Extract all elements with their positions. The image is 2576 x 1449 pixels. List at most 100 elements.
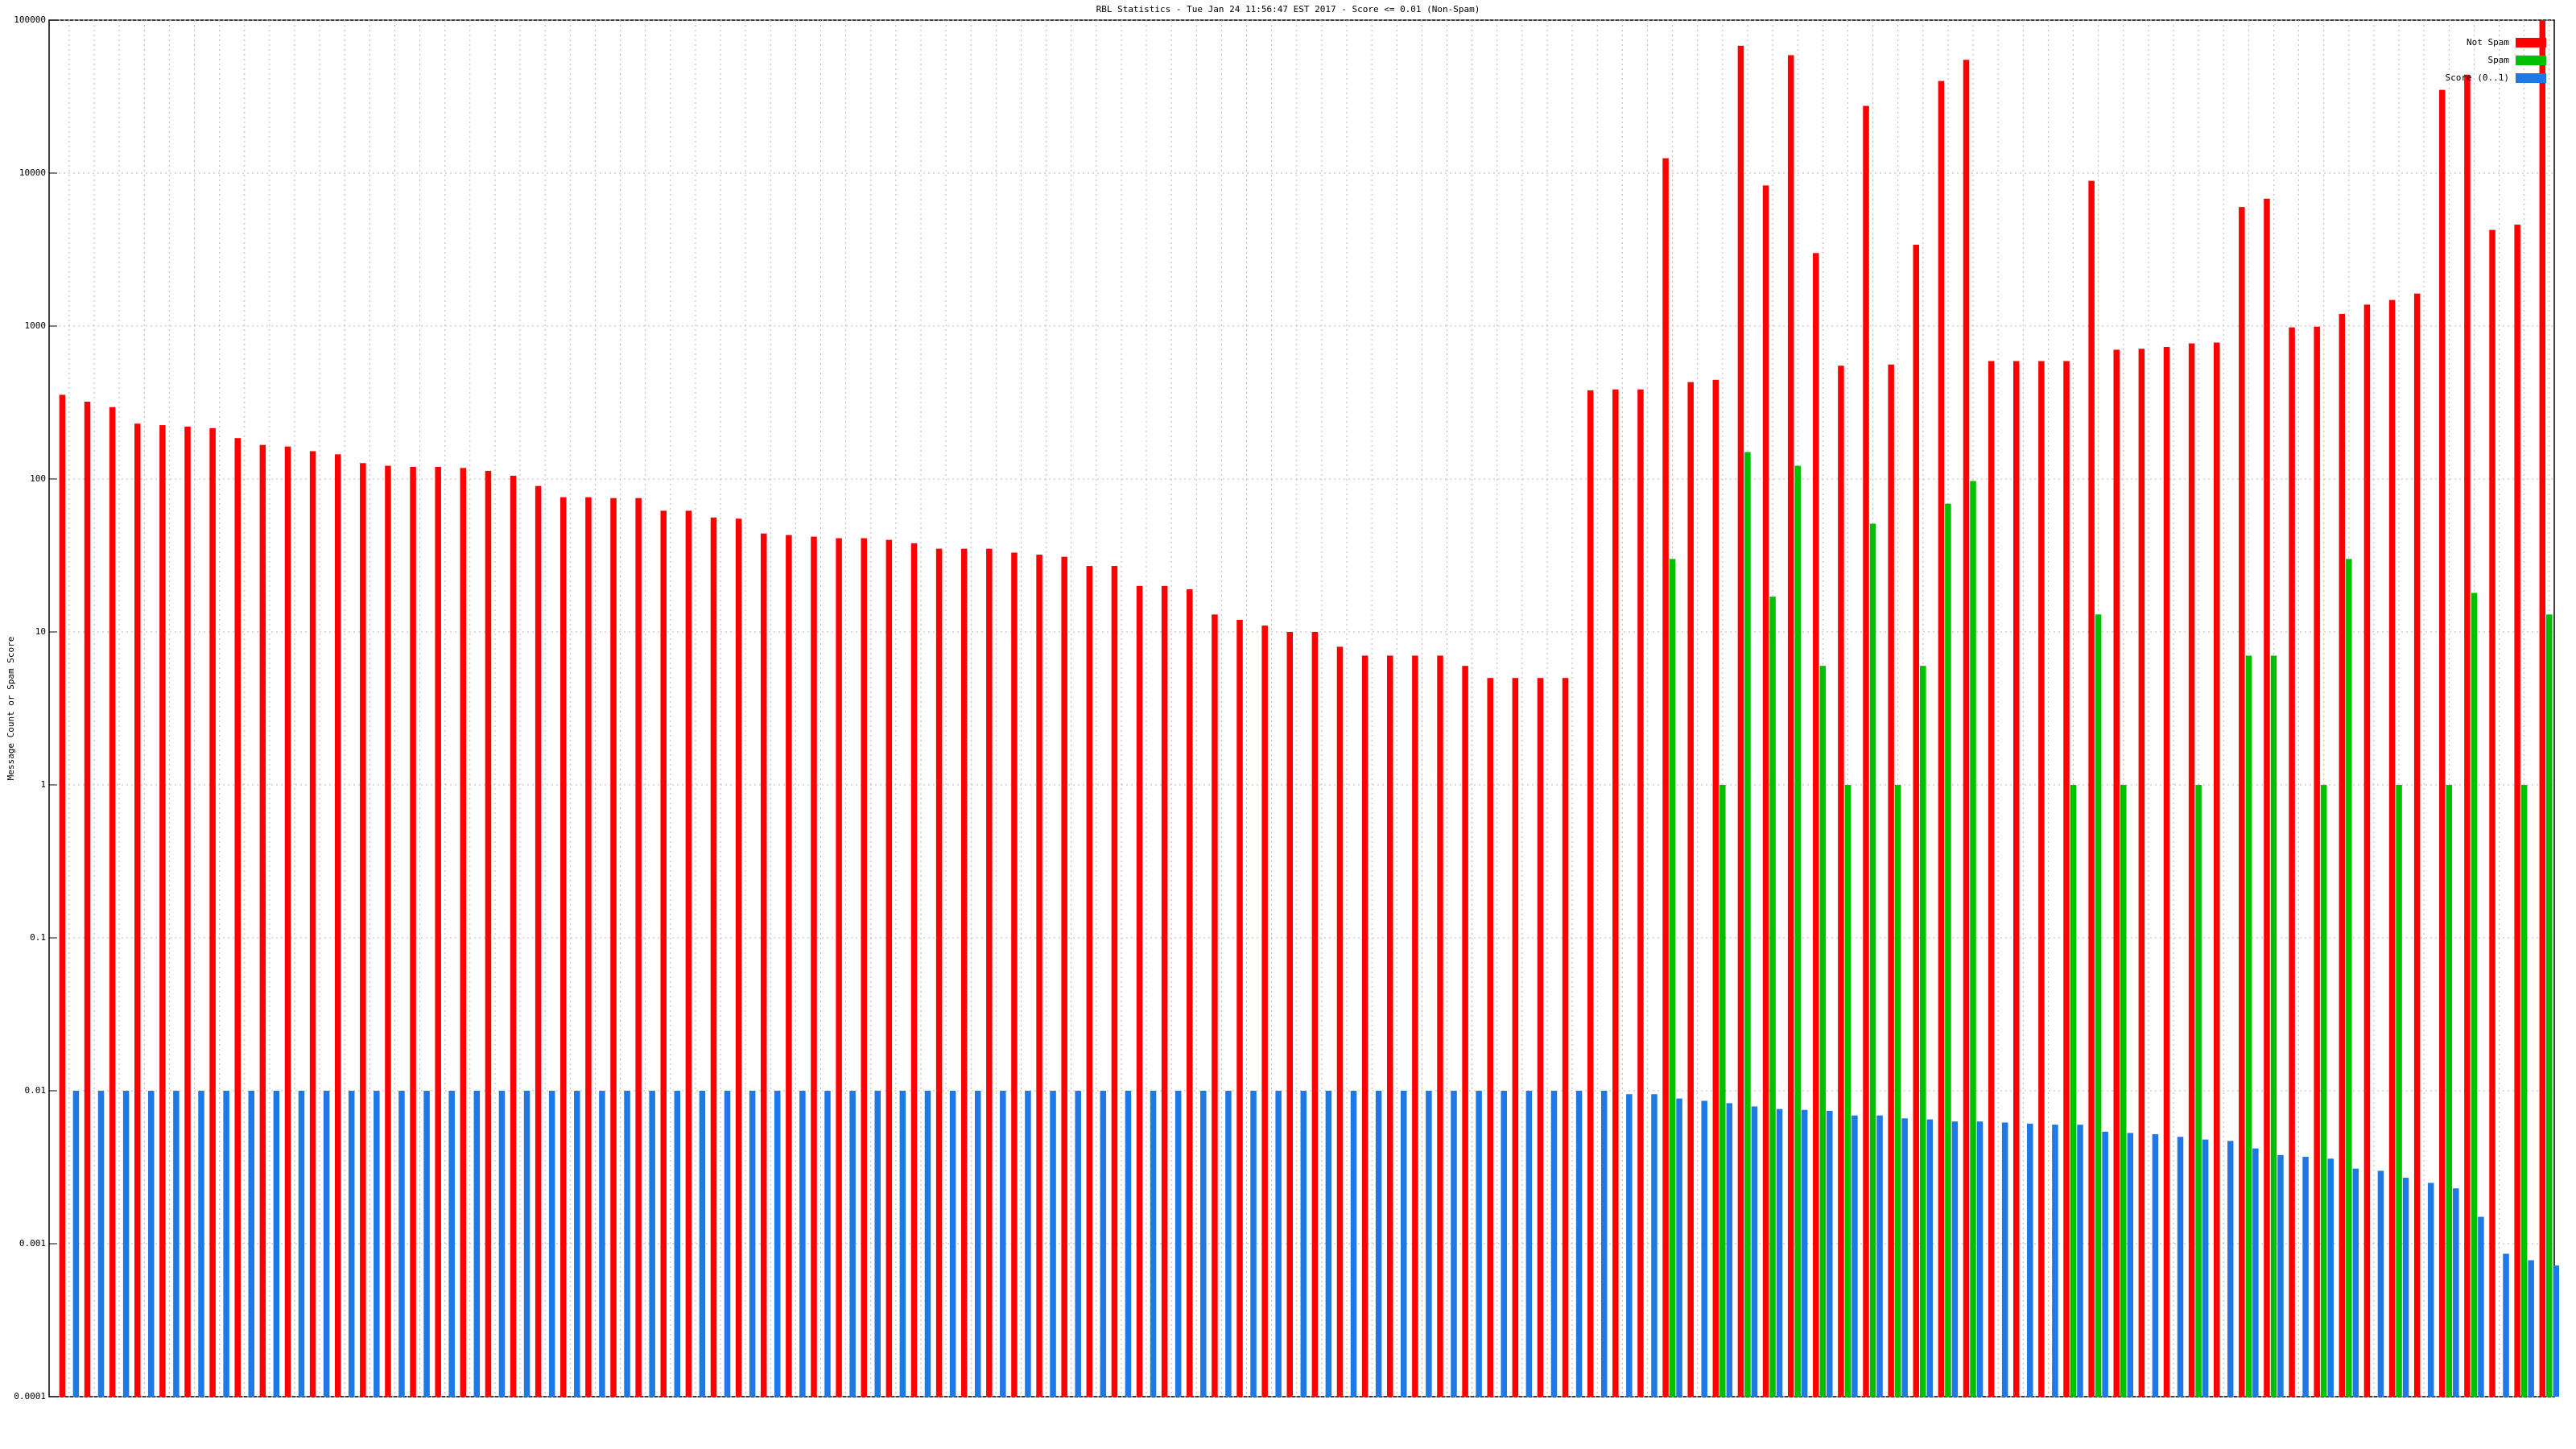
bar <box>635 497 642 1397</box>
bar <box>2277 1154 2284 1397</box>
y-tick-label: 1 <box>40 779 46 790</box>
bar <box>1036 555 1042 1397</box>
bar <box>1550 1091 1558 1397</box>
legend-swatch <box>2516 56 2546 65</box>
bar <box>348 1091 355 1397</box>
bar <box>1801 1109 1808 1397</box>
bar <box>2539 20 2546 1397</box>
bar <box>2503 1253 2509 1397</box>
bar <box>2013 361 2020 1397</box>
bar <box>649 1091 655 1397</box>
bar <box>1687 382 1694 1397</box>
bar <box>2270 655 2277 1397</box>
bar <box>1587 390 1594 1397</box>
bar <box>284 446 291 1397</box>
bar <box>2264 198 2270 1397</box>
bar <box>2464 74 2471 1397</box>
bar <box>1863 105 1869 1397</box>
bar <box>460 468 467 1397</box>
bar <box>1701 1100 1707 1397</box>
bar <box>334 454 341 1397</box>
bar <box>799 1091 806 1397</box>
bar <box>2363 304 2371 1397</box>
bar <box>273 1091 280 1397</box>
bar <box>1275 1091 1282 1397</box>
bar <box>1926 1119 1934 1397</box>
bar <box>1827 1110 1833 1397</box>
bar <box>886 539 893 1397</box>
bar <box>2453 1188 2459 1397</box>
bar <box>960 548 968 1397</box>
bar <box>2327 1158 2334 1397</box>
bar <box>1794 465 1801 1397</box>
bar <box>1136 585 1143 1397</box>
bar <box>874 1091 881 1397</box>
bar <box>1512 678 1519 1397</box>
bar <box>1819 666 1827 1397</box>
bar <box>1970 481 1976 1397</box>
bar <box>1050 1091 1056 1397</box>
bar <box>735 518 742 1397</box>
bar <box>1776 1108 1783 1397</box>
bar <box>1769 597 1776 1397</box>
bar <box>248 1091 254 1397</box>
y-tick-label: 100000 <box>14 14 46 25</box>
bar <box>2177 1137 2184 1397</box>
bar <box>1637 389 1644 1397</box>
bar <box>574 1091 580 1397</box>
bar <box>1225 1091 1232 1397</box>
bar <box>1286 632 1294 1397</box>
bar <box>473 1091 481 1397</box>
bar <box>374 1091 380 1397</box>
bar <box>410 466 416 1397</box>
bar <box>1901 1118 1908 1397</box>
bar <box>1000 1091 1006 1397</box>
bar <box>1600 1091 1608 1397</box>
bar <box>2088 180 2095 1397</box>
bar <box>2478 1216 2484 1397</box>
bar <box>2120 785 2127 1397</box>
bar <box>1100 1091 1107 1397</box>
bar <box>2520 785 2528 1397</box>
bar <box>986 548 993 1397</box>
bar <box>1712 379 1719 1397</box>
bar <box>2439 89 2446 1397</box>
bar <box>2113 349 2120 1397</box>
bar <box>134 423 141 1397</box>
y-axis-label: Message Count or Spam Score <box>6 637 16 781</box>
bar <box>2070 785 2077 1397</box>
bar <box>699 1091 706 1397</box>
bar <box>1161 585 1168 1397</box>
bar <box>974 1091 981 1397</box>
bar <box>2095 614 2102 1397</box>
bar <box>2528 1260 2534 1397</box>
bar <box>1437 655 1443 1397</box>
bar <box>59 394 66 1397</box>
bar <box>1487 678 1493 1397</box>
bar <box>1676 1098 1682 1397</box>
bar <box>1951 1121 1959 1397</box>
bar <box>1311 632 1319 1397</box>
bar <box>148 1091 155 1397</box>
bar <box>2102 1131 2108 1397</box>
bar <box>435 466 441 1397</box>
bar <box>1751 1106 1758 1397</box>
bar <box>824 1091 831 1397</box>
bar <box>2077 1125 2083 1397</box>
bar <box>2027 1123 2033 1397</box>
bar <box>2471 592 2478 1397</box>
legend-swatch <box>2516 38 2546 47</box>
bar <box>2138 349 2145 1397</box>
bar <box>1250 1091 1257 1397</box>
bar <box>498 1091 506 1397</box>
bar <box>585 497 592 1397</box>
bar <box>1669 559 1676 1397</box>
bar <box>1844 785 1852 1397</box>
bar <box>935 548 943 1397</box>
y-tick-label: 1000 <box>25 320 47 331</box>
bar <box>1174 1091 1182 1397</box>
bar <box>234 438 241 1397</box>
y-tick-label: 0.001 <box>19 1238 46 1249</box>
bar <box>223 1091 229 1397</box>
